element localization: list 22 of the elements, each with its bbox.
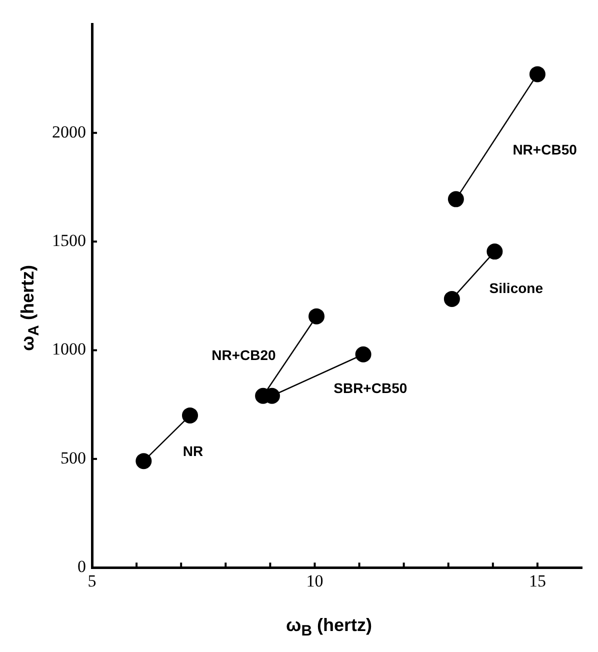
series-label: NR: [182, 443, 204, 460]
point: [136, 453, 152, 470]
x-tick-label: 10: [306, 571, 324, 590]
y-tick-label: 0: [78, 557, 86, 576]
point: [308, 308, 325, 324]
y-tick-label: 2000: [52, 122, 86, 142]
x-tick-label: 15: [528, 571, 546, 590]
series-label: NR+CB50: [512, 142, 578, 158]
point: [355, 346, 372, 362]
point: [182, 407, 198, 424]
x-tick-label: 5: [88, 571, 96, 590]
y-tick-label: 1000: [52, 340, 86, 359]
y-tick-label: 500: [60, 448, 86, 468]
y-tick-label: 1500: [52, 231, 86, 250]
x-axis-title: ω$_{B}$ (hertz): [284, 615, 374, 640]
series-label: Silicone: [489, 280, 544, 296]
series-label: SBR+CB50: [334, 380, 408, 396]
point: [448, 191, 464, 208]
point: [486, 244, 503, 260]
point: [529, 66, 546, 82]
series-label: NR+CB20: [212, 346, 276, 363]
point: [444, 290, 460, 307]
